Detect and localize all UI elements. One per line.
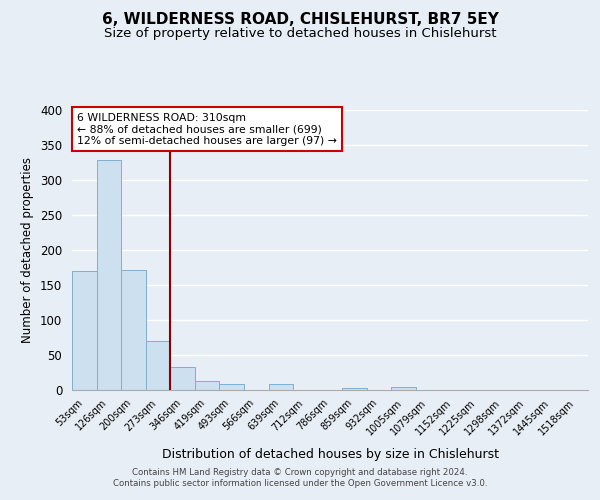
- Bar: [121, 270, 146, 390]
- Text: 6, WILDERNESS ROAD, CHISLEHURST, BR7 5EY: 6, WILDERNESS ROAD, CHISLEHURST, BR7 5EY: [101, 12, 499, 28]
- Bar: [342, 388, 367, 390]
- Text: 6 WILDERNESS ROAD: 310sqm
← 88% of detached houses are smaller (699)
12% of semi: 6 WILDERNESS ROAD: 310sqm ← 88% of detac…: [77, 113, 337, 146]
- Bar: [269, 384, 293, 390]
- Text: Size of property relative to detached houses in Chislehurst: Size of property relative to detached ho…: [104, 28, 496, 40]
- Bar: [195, 381, 220, 390]
- Bar: [146, 341, 170, 390]
- Bar: [220, 384, 244, 390]
- Bar: [391, 387, 416, 390]
- Bar: [97, 160, 121, 390]
- Y-axis label: Number of detached properties: Number of detached properties: [22, 157, 34, 343]
- Text: Contains HM Land Registry data © Crown copyright and database right 2024.
Contai: Contains HM Land Registry data © Crown c…: [113, 468, 487, 487]
- Bar: [72, 271, 97, 390]
- Bar: [170, 367, 195, 390]
- X-axis label: Distribution of detached houses by size in Chislehurst: Distribution of detached houses by size …: [161, 448, 499, 461]
